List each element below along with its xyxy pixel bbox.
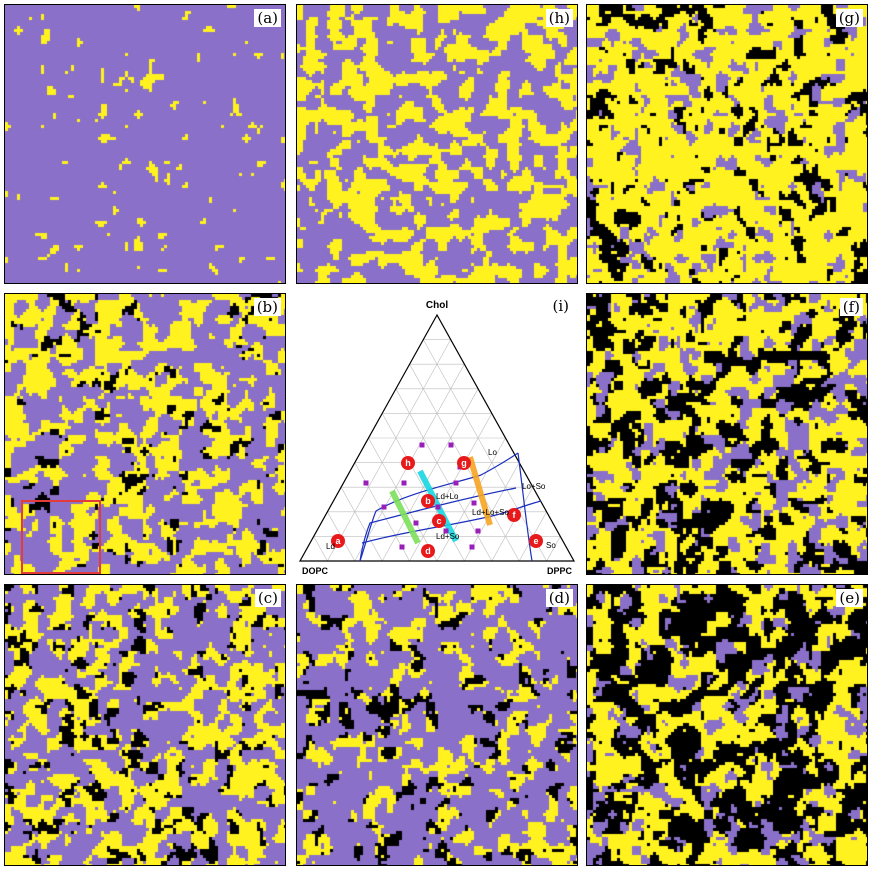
composition-marker: d (421, 544, 435, 558)
svg-text:a: a (335, 536, 341, 546)
region-label-lo-so: Lo+So (522, 482, 546, 491)
composition-marker: a (331, 534, 345, 548)
svg-text:g: g (461, 458, 467, 468)
composition-marker: g (457, 456, 471, 470)
panel-label-e: (e) (836, 589, 863, 607)
composition-dot (399, 544, 405, 550)
panel-label-f: (f) (839, 298, 863, 316)
svg-text:e: e (533, 536, 538, 546)
panel-label-h: (h) (545, 9, 573, 27)
lattice-snapshot-e (587, 585, 867, 865)
panel-label-g: (g) (835, 9, 863, 27)
region-label-ld-so: Ld+So (436, 532, 460, 541)
panel-f: (f) (586, 293, 868, 575)
lattice-snapshot-b (5, 294, 285, 574)
composition-marker: f (507, 508, 521, 522)
panel-label-a: (a) (254, 9, 281, 27)
composition-dot (453, 480, 459, 486)
apex-label-dopc: DOPC (302, 566, 329, 575)
lattice-snapshot-f (587, 294, 867, 574)
lattice-snapshot-c (5, 585, 285, 865)
lattice-snapshot-g (587, 5, 867, 283)
panel-c: (c) (4, 584, 286, 866)
lattice-snapshot-d (297, 585, 577, 865)
composition-dot (363, 480, 369, 486)
composition-marker: c (432, 514, 446, 528)
region-label-ld: Ld (326, 542, 335, 551)
panel-label-c: (c) (254, 589, 281, 607)
panel-h: (h) (296, 4, 578, 284)
composition-dot (419, 442, 425, 448)
svg-text:c: c (436, 516, 441, 526)
region-label-ld-lo: Ld+Lo (436, 492, 459, 501)
composition-dot (401, 480, 407, 486)
region-label-so: So (546, 541, 556, 550)
lattice-snapshot-a (5, 5, 285, 283)
composition-dot (381, 504, 387, 510)
composition-dot (448, 442, 454, 448)
panel-label-i: (i) (549, 297, 572, 315)
ternary-svg: a bc d f g h e Chol DOPC DPPC Lo Ld+Lo Lo+So L… (298, 300, 576, 576)
panel-label-b: (b) (253, 298, 281, 316)
region-label-lo: Lo (488, 448, 497, 457)
panel-g: (g) (586, 4, 868, 284)
apex-label-dppc: DPPC (547, 566, 573, 575)
panel-b: (b) (4, 293, 286, 575)
apex-label-chol: Chol (426, 300, 448, 311)
panel-label-d: (d) (545, 589, 573, 607)
panel-e: (e) (586, 584, 868, 866)
svg-text:f: f (513, 510, 517, 520)
composition-dot (471, 500, 477, 506)
composition-dot (435, 504, 441, 510)
svg-text:b: b (425, 496, 431, 506)
svg-text:d: d (425, 546, 431, 556)
composition-marker: e (529, 534, 543, 548)
composition-dot (443, 528, 449, 534)
panel-a: (a) (4, 4, 286, 284)
composition-marker: h (401, 456, 415, 470)
composition-dot (475, 528, 481, 534)
composition-dot (413, 520, 419, 526)
panel-d: (d) (296, 584, 578, 866)
composition-marker: b (421, 494, 435, 508)
lattice-snapshot-h (297, 5, 577, 283)
region-label-ld-lo-so: Ld+Lo+So (472, 508, 509, 517)
composition-dot (469, 544, 475, 550)
svg-text:h: h (405, 458, 411, 468)
